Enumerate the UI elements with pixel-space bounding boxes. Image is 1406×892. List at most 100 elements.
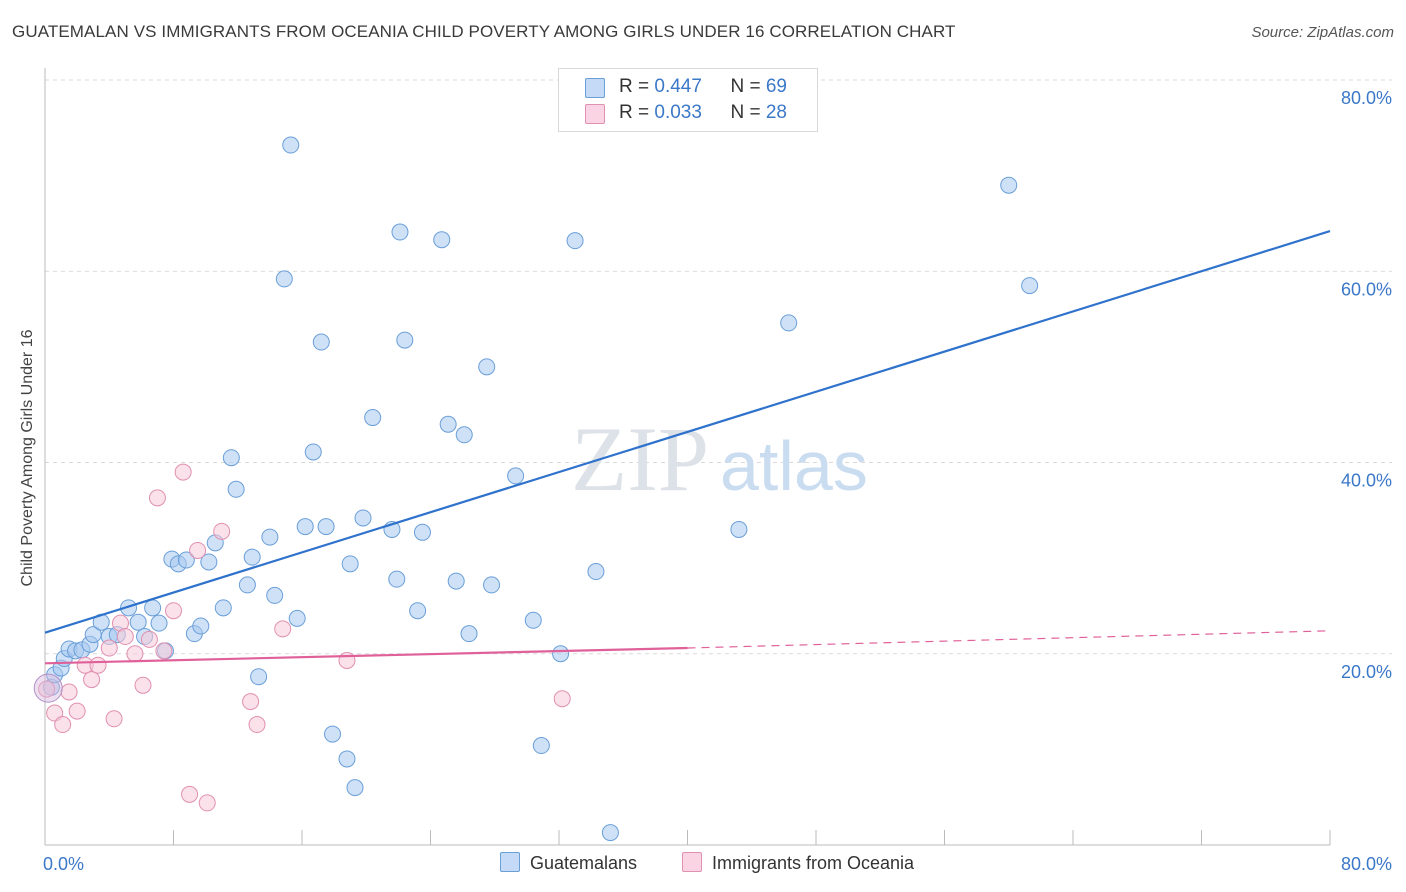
y-tick-label: 40.0%	[1341, 471, 1392, 491]
legend-item-oceania: Immigrants from Oceania	[682, 852, 914, 874]
guatemalan-point	[1000, 176, 1018, 194]
guatemalan-point	[483, 576, 501, 594]
guatemalan-point	[324, 725, 342, 743]
r-label: R =	[619, 102, 655, 123]
legend-label: Guatemalans	[530, 853, 638, 873]
oceania-point	[242, 693, 260, 711]
guatemalan-point	[341, 555, 359, 573]
oceania-point	[338, 651, 356, 669]
y-tick-label: 80.0%	[1341, 88, 1392, 108]
y-tick-label: 60.0%	[1341, 279, 1392, 299]
oceania-point	[100, 639, 118, 657]
guatemalan-point	[396, 331, 414, 349]
guatemalan-point	[304, 443, 322, 461]
n-value: 69	[765, 76, 787, 97]
guatemalan-point	[288, 609, 306, 627]
oceania-point	[189, 541, 207, 559]
guatemalan-point	[455, 426, 473, 444]
guatemalan-point	[507, 467, 525, 485]
guatemalan-point	[222, 449, 240, 467]
guatemalan-point	[552, 645, 570, 663]
axes	[44, 68, 1331, 846]
guatemalan-point	[587, 563, 605, 581]
oceania-point	[140, 630, 158, 648]
guatemalan-point	[780, 314, 798, 332]
guatemalan-point	[601, 824, 619, 842]
guatemalan-point	[282, 136, 300, 154]
oceania-point	[68, 702, 86, 720]
tick-labels: 20.0% 40.0% 60.0% 80.0% 0.0% 80.0%	[43, 88, 1392, 874]
source-credit: Source: ZipAtlas.com	[1251, 24, 1394, 41]
guatemalan-point	[532, 737, 550, 755]
guatemalan-point	[243, 548, 261, 566]
grid-lines	[45, 79, 1392, 655]
guatemalan-point	[296, 518, 314, 536]
guatemalan-point	[730, 520, 748, 538]
legend-swatch-blue	[500, 852, 520, 872]
oceania-point	[213, 522, 231, 540]
oceania-point	[248, 716, 266, 734]
guatemalan-point	[317, 518, 335, 536]
oceania-point	[155, 642, 173, 660]
correlation-legend: R = 0.447 N = 69 R = 0.033 N = 28	[558, 68, 818, 132]
guatemalan-point	[250, 668, 268, 686]
oceania-point	[105, 710, 123, 728]
guatemalan-point	[200, 553, 218, 571]
oceania-point	[54, 716, 72, 734]
guatemalan-trend-line	[44, 230, 1331, 634]
oceania-point	[38, 680, 56, 698]
oceania-point	[553, 690, 571, 708]
oceania-point	[148, 489, 166, 507]
oceania-point	[134, 676, 152, 694]
guatemalan-point	[150, 614, 168, 632]
guatemalan-point	[478, 358, 496, 376]
x-tick-label: 80.0%	[1341, 854, 1392, 874]
n-label: N =	[730, 76, 766, 97]
legend-swatch-pink	[682, 852, 702, 872]
guatemalan-point	[266, 586, 284, 604]
n-label: N =	[730, 102, 766, 123]
watermark-zip: ZIP	[571, 408, 709, 510]
oceania-point	[116, 628, 134, 646]
guatemalan-point	[364, 409, 382, 427]
n-value: 28	[765, 102, 787, 123]
guatemalan-point	[413, 523, 431, 541]
guatemalan-point	[275, 270, 293, 288]
cluster-point	[33, 673, 63, 703]
guatemalan-point	[524, 611, 542, 629]
data-points	[33, 136, 1039, 842]
trend-lines	[44, 230, 1331, 665]
guatemalan-point	[391, 223, 409, 241]
guatemalan-point	[192, 617, 210, 635]
guatemalan-point	[346, 779, 364, 797]
oceania-point	[198, 794, 216, 812]
oceania-point	[83, 671, 101, 689]
oceania-point	[89, 656, 107, 674]
guatemalan-point	[354, 509, 372, 527]
guatemalan-point	[227, 480, 245, 498]
guatemalan-point	[261, 528, 279, 546]
r-label: R =	[619, 76, 655, 97]
guatemalan-point	[447, 572, 465, 590]
y-tick-label: 20.0%	[1341, 662, 1392, 682]
watermark-atlas: atlas	[720, 427, 868, 505]
legend-swatch-pink	[585, 104, 605, 124]
guatemalan-point	[214, 599, 232, 617]
r-value: 0.447	[654, 76, 702, 97]
oceania-point	[60, 683, 78, 701]
r-value: 0.033	[654, 102, 702, 123]
oceania-trend-line	[44, 646, 688, 665]
guatemalan-point	[120, 599, 138, 617]
legend-swatch-blue	[585, 78, 605, 98]
oceania-point	[126, 645, 144, 663]
oceania-point	[165, 602, 182, 620]
guatemalan-point	[144, 599, 162, 617]
oceania-point	[274, 620, 292, 638]
guatemalan-point	[460, 625, 478, 643]
legend-item-guatemalans: Guatemalans	[500, 852, 637, 874]
guatemalan-point	[338, 750, 356, 768]
guatemalan-point	[388, 570, 406, 588]
oceania-point	[181, 785, 199, 803]
guatemalan-point	[409, 602, 427, 620]
